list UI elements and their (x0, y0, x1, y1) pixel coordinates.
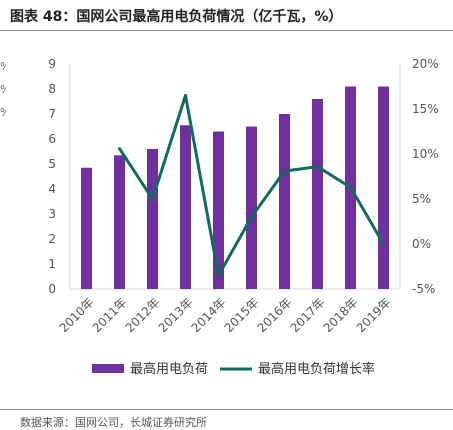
y-tick-label: 0 (48, 282, 56, 296)
line-point-2016年 (283, 169, 286, 173)
line-point-2012年 (151, 197, 154, 201)
bar-2011年 (114, 155, 125, 289)
y2-tick-label: 5% (412, 192, 431, 206)
y-tick-label: 7 (48, 107, 56, 121)
line-point-2013年 (184, 94, 187, 97)
bar-2013年 (180, 125, 191, 289)
y2-tick-label: -5% (412, 282, 435, 296)
x-tick-label: 2016年 (255, 295, 295, 335)
y-tick-label: 9 (48, 57, 56, 71)
bar-2019年 (378, 86, 389, 289)
x-tick-label: 2019年 (354, 295, 394, 335)
x-tick-label: 2011年 (90, 295, 130, 335)
line-series (118, 94, 385, 277)
legend: 最高用电负荷 最高用电负荷增长率 (92, 361, 375, 377)
bar-2015年 (246, 126, 257, 289)
y-tick-label: 3 (48, 207, 56, 221)
y2-tick-label: 0% (412, 237, 431, 251)
line-point-2015年 (250, 215, 253, 219)
bar-series (81, 86, 389, 289)
line-point-2018年 (349, 185, 352, 189)
bar-2010年 (81, 167, 92, 289)
line-point-2011年 (118, 147, 121, 151)
x-tick-label: 2015年 (222, 295, 262, 335)
line-point-2019年 (382, 242, 385, 246)
bar-2017年 (312, 99, 323, 289)
y2-tick-label: 15% (412, 102, 439, 116)
title-divider (0, 30, 453, 31)
legend-bar-swatch (92, 364, 124, 373)
y2-tick-label: 10% (412, 147, 439, 161)
x-tick-label: 2013年 (156, 295, 196, 335)
x-tick-label: 2017年 (288, 295, 328, 335)
bar-2014年 (213, 131, 224, 289)
y-tick-label: 4 (48, 182, 56, 196)
bar-2016年 (279, 114, 290, 289)
x-tick-label: 2010年 (57, 295, 97, 335)
y-tick-label: 5 (48, 157, 56, 171)
source-note: 数据来源：国网公司，长城证券研究所 (20, 416, 207, 429)
x-tick-label: 2012年 (123, 295, 163, 335)
y-tick-label: 2 (48, 232, 56, 246)
y2-tick-label: 20% (412, 57, 439, 71)
y-tick-label: 1 (48, 257, 56, 271)
y-tick-label: 6 (48, 132, 56, 146)
bar-2012年 (147, 149, 158, 289)
line-point-2017年 (316, 165, 319, 169)
footer-divider (0, 409, 453, 410)
legend-line-label: 最高用电负荷增长率 (258, 361, 375, 377)
cropped-left-edge-text: %%% (0, 55, 6, 124)
chart-title: 图表 48：国网公司最高用电负荷情况（亿千瓦，%） (10, 9, 343, 25)
legend-bar-label: 最高用电负荷 (130, 361, 208, 377)
line-point-2014年 (217, 274, 220, 277)
y-tick-label: 8 (48, 82, 56, 96)
x-tick-label: 2014年 (189, 295, 229, 335)
x-tick-label: 2018年 (321, 295, 361, 335)
